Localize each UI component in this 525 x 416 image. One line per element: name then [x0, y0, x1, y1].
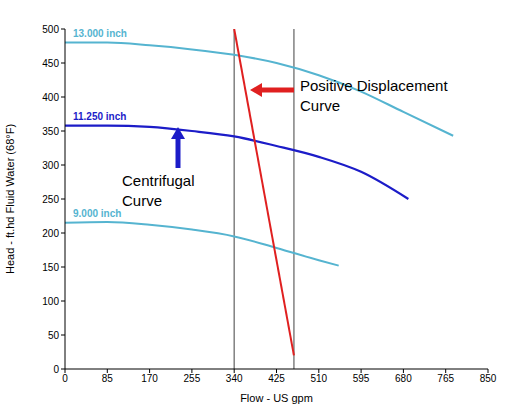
svg-text:13.000 inch: 13.000 inch — [73, 28, 127, 39]
svg-text:850: 850 — [480, 373, 497, 384]
svg-text:595: 595 — [353, 373, 370, 384]
svg-text:200: 200 — [42, 228, 59, 239]
svg-text:425: 425 — [268, 373, 285, 384]
svg-text:100: 100 — [42, 296, 59, 307]
svg-text:11.250 inch: 11.250 inch — [73, 111, 126, 122]
svg-text:Positive DisplacementCurve: Positive DisplacementCurve — [300, 77, 448, 114]
svg-text:340: 340 — [226, 373, 243, 384]
svg-text:350: 350 — [42, 126, 59, 137]
svg-text:Head - ft.hd Fluid Water (68°F: Head - ft.hd Fluid Water (68°F) — [8, 124, 16, 274]
svg-text:300: 300 — [42, 160, 59, 171]
svg-text:170: 170 — [141, 373, 158, 384]
svg-text:250: 250 — [42, 194, 59, 205]
svg-text:500: 500 — [42, 24, 59, 35]
svg-text:50: 50 — [48, 330, 60, 341]
svg-text:680: 680 — [395, 373, 412, 384]
svg-text:Flow - US gpm: Flow - US gpm — [240, 392, 313, 404]
svg-text:400: 400 — [42, 92, 59, 103]
svg-text:765: 765 — [437, 373, 454, 384]
svg-text:450: 450 — [42, 58, 59, 69]
svg-text:9.000 inch: 9.000 inch — [73, 208, 121, 219]
svg-text:510: 510 — [310, 373, 327, 384]
svg-text:0: 0 — [62, 373, 68, 384]
svg-text:255: 255 — [184, 373, 201, 384]
svg-text:0: 0 — [53, 364, 59, 375]
svg-text:150: 150 — [42, 262, 59, 273]
svg-text:85: 85 — [102, 373, 114, 384]
svg-text:CentrifugalCurve: CentrifugalCurve — [122, 172, 195, 209]
